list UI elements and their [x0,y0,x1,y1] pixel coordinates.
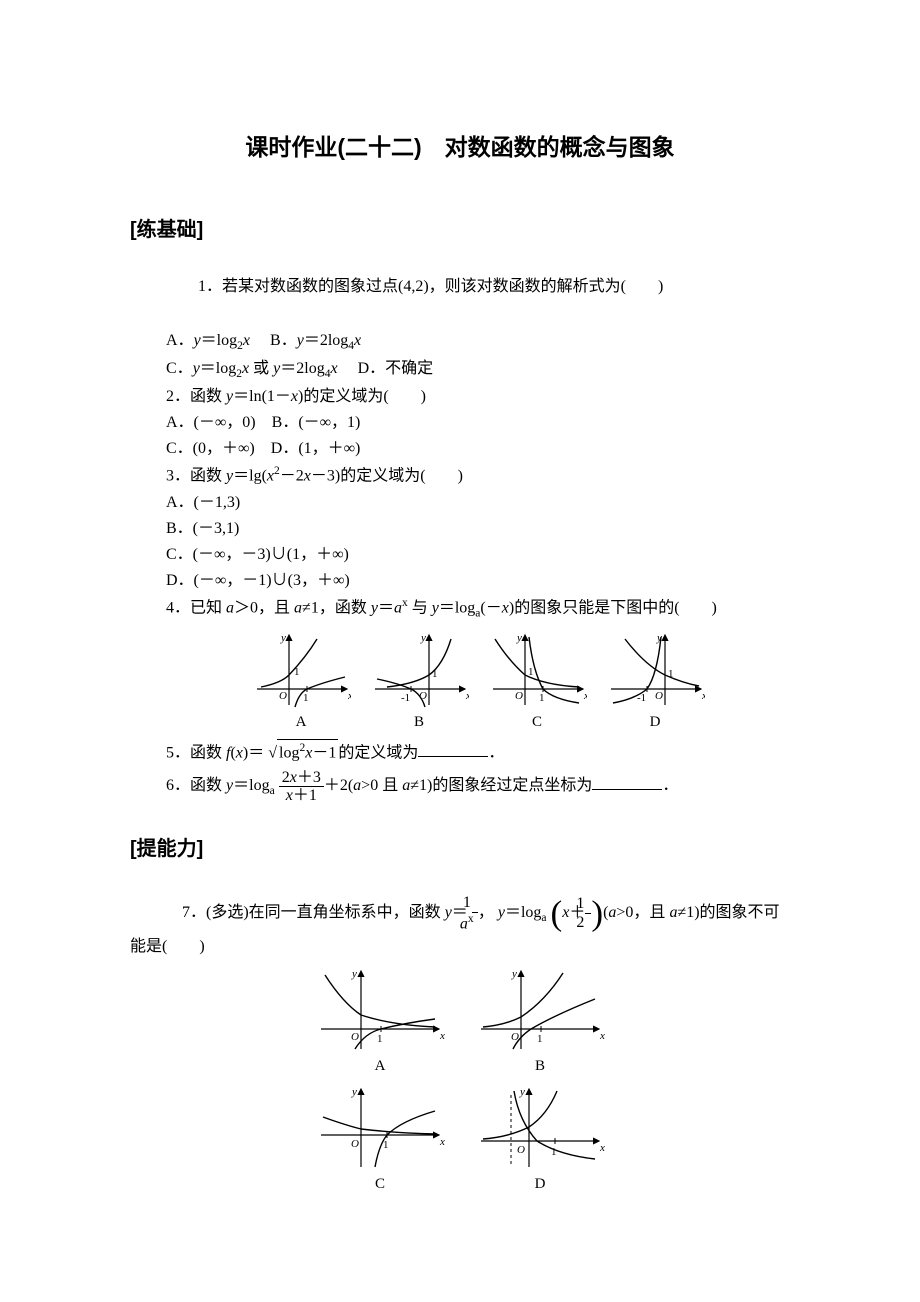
svg-text:1: 1 [668,668,674,680]
q4-stem: 4．已知 a＞0，且 a≠1，函数 y＝ax 与 y＝loga(－x)的图象只能… [166,595,790,623]
svg-text:O: O [279,690,287,702]
svg-text:y: y [511,968,517,980]
svg-text:1: 1 [377,1033,383,1045]
q3-opt-d: D．(－∞，－1)∪(3，＋∞) [166,569,790,593]
q4-plot-d: x y O -1 1 [605,631,705,709]
q3-opt-a: A．(－1,3) [166,491,790,515]
svg-text:x: x [701,690,705,702]
page-title: 课时作业(二十二) 对数函数的概念与图象 [130,130,790,165]
q4-figures: x y O 1 1 A x y O [166,631,790,734]
section-heading-basics: [练基础] [130,215,790,245]
q4-plot-a: x y O 1 1 [251,631,351,709]
svg-text:1: 1 [294,666,300,678]
q7-cap-b: B [475,1055,605,1078]
svg-text:y: y [519,1086,525,1098]
svg-text:-1: -1 [637,692,646,704]
q7-plot-a: x y O 1 [315,967,445,1053]
svg-text:x: x [439,1136,445,1148]
q7-cap-a: A [315,1055,445,1078]
q4-plot-c: x y O 1 1 [487,631,587,709]
svg-text:1: 1 [537,1033,543,1045]
q3-stem: 3．函数 y＝lg(x2－2x－3)的定义域为( ) [166,463,790,488]
q7-plot-c: x y O 1 [315,1085,445,1171]
q4-plot-b: x y O -1 1 [369,631,469,709]
svg-text:y: y [516,632,522,644]
section-heading-ability: [提能力] [130,834,790,864]
svg-text:x: x [599,1142,605,1154]
svg-text:O: O [655,690,663,702]
svg-text:1: 1 [432,668,438,680]
svg-text:1: 1 [551,1146,557,1158]
q4-cap-a: A [251,711,351,734]
q4-cap-d: D [605,711,705,734]
q4-cap-b: B [369,711,469,734]
svg-text:x: x [599,1030,605,1042]
svg-text:1: 1 [383,1139,389,1151]
q1-opt-cd: C．y＝log2x 或 y＝2log4x D．不确定 [166,357,790,383]
q6-stem: 6．函数 y＝loga 2x＋3x＋1＋2(a>0 且 a≠1)的图象经过定点坐… [166,767,790,806]
svg-text:y: y [351,1086,357,1098]
svg-text:y: y [351,968,357,980]
svg-text:O: O [351,1031,359,1043]
q7-plot-d: x y O 1 [475,1085,605,1171]
svg-text:x: x [465,690,469,702]
q7-figures-row1: x y O 1 A x y O [130,967,790,1078]
q5-stem: 5．函数 f(x)＝ √log2x－1的定义域为． [166,739,790,765]
svg-text:O: O [515,690,523,702]
q7-stem-cont: 能是( ) [130,935,790,959]
q3-opt-b: B．(－3,1) [166,517,790,541]
q7-figures-row2: x y O 1 C x y O [130,1085,790,1196]
svg-text:y: y [420,632,426,644]
q7-plot-b: x y O 1 [475,967,605,1053]
svg-text:x: x [583,690,587,702]
svg-text:x: x [347,690,351,702]
svg-text:x: x [439,1030,445,1042]
svg-text:-1: -1 [401,692,410,704]
q7-cap-c: C [315,1173,445,1196]
svg-text:1: 1 [528,666,534,678]
q7-stem: 7．(多选)在同一直角坐标系中，函数 y＝ 1ax， y＝loga (x＋12)… [166,894,790,933]
q2-opt-ab: A．(－∞，0) B．(－∞，1) [166,411,790,435]
svg-text:1: 1 [303,692,309,704]
q2-stem: 2．函数 y＝ln(1－x)的定义域为( ) [166,385,790,409]
svg-text:O: O [517,1144,525,1156]
q1-stem: 1．若某对数函数的图象过点(4,2)，则该对数函数的解析式为( ) [166,275,790,299]
q3-opt-c: C．(－∞，－3)∪(1，＋∞) [166,543,790,567]
q7-cap-d: D [475,1173,605,1196]
q4-cap-c: C [487,711,587,734]
svg-text:1: 1 [539,692,545,704]
q1-opt-ab: A．y＝log2x B．y＝2log4x [166,329,790,355]
svg-text:y: y [280,632,286,644]
q2-opt-cd: C．(0，＋∞) D．(1，＋∞) [166,437,790,461]
svg-text:O: O [351,1138,359,1150]
